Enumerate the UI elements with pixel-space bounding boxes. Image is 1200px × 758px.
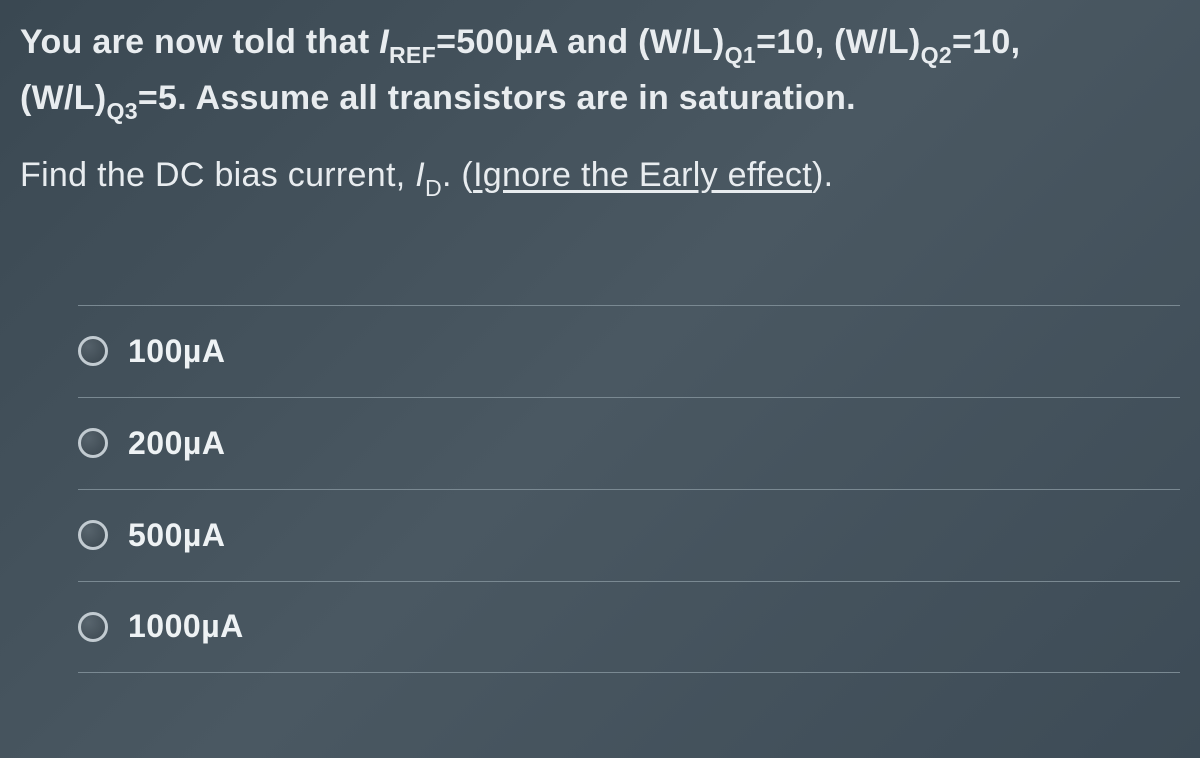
iref-sub: REF [389,42,436,68]
prompt-underlined: Ignore the Early effect [473,156,812,194]
q2-val: =10, [952,23,1020,61]
prompt-part3: ). [812,156,833,194]
q1-val: =10, (W/L) [756,23,921,61]
q3-val: =5. Assume all transistors are in satura… [138,79,856,117]
prompt-text: Find the DC bias current, ID. (Ignore th… [20,149,1180,205]
option-row[interactable]: 200µA [78,397,1180,489]
iref-val: =500µA and (W/L) [436,23,725,61]
q2-sub: Q2 [921,42,952,68]
option-row[interactable]: 100µA [78,305,1180,397]
prompt-part2: . ( [442,156,473,194]
radio-button[interactable] [78,336,108,366]
option-row[interactable]: 1000µA [78,581,1180,673]
id-var: I [415,156,425,194]
radio-button[interactable] [78,428,108,458]
q3-sub: Q3 [106,98,137,124]
id-sub: D [425,175,442,201]
prompt-part1: Find the DC bias current, [20,156,415,194]
line2-part1: (W/L) [20,79,106,117]
q1-sub: Q1 [725,42,756,68]
option-label: 100µA [128,333,225,370]
option-row[interactable]: 500µA [78,489,1180,581]
radio-button[interactable] [78,612,108,642]
option-label: 200µA [128,425,225,462]
question-text: You are now told that IREF=500µA and (W/… [20,16,1180,127]
option-label: 500µA [128,517,225,554]
question-part: You are now told that [20,23,379,61]
option-label: 1000µA [128,608,244,645]
iref-var: I [379,23,389,61]
radio-button[interactable] [78,520,108,550]
options-list: 100µA 200µA 500µA 1000µA [78,305,1180,673]
